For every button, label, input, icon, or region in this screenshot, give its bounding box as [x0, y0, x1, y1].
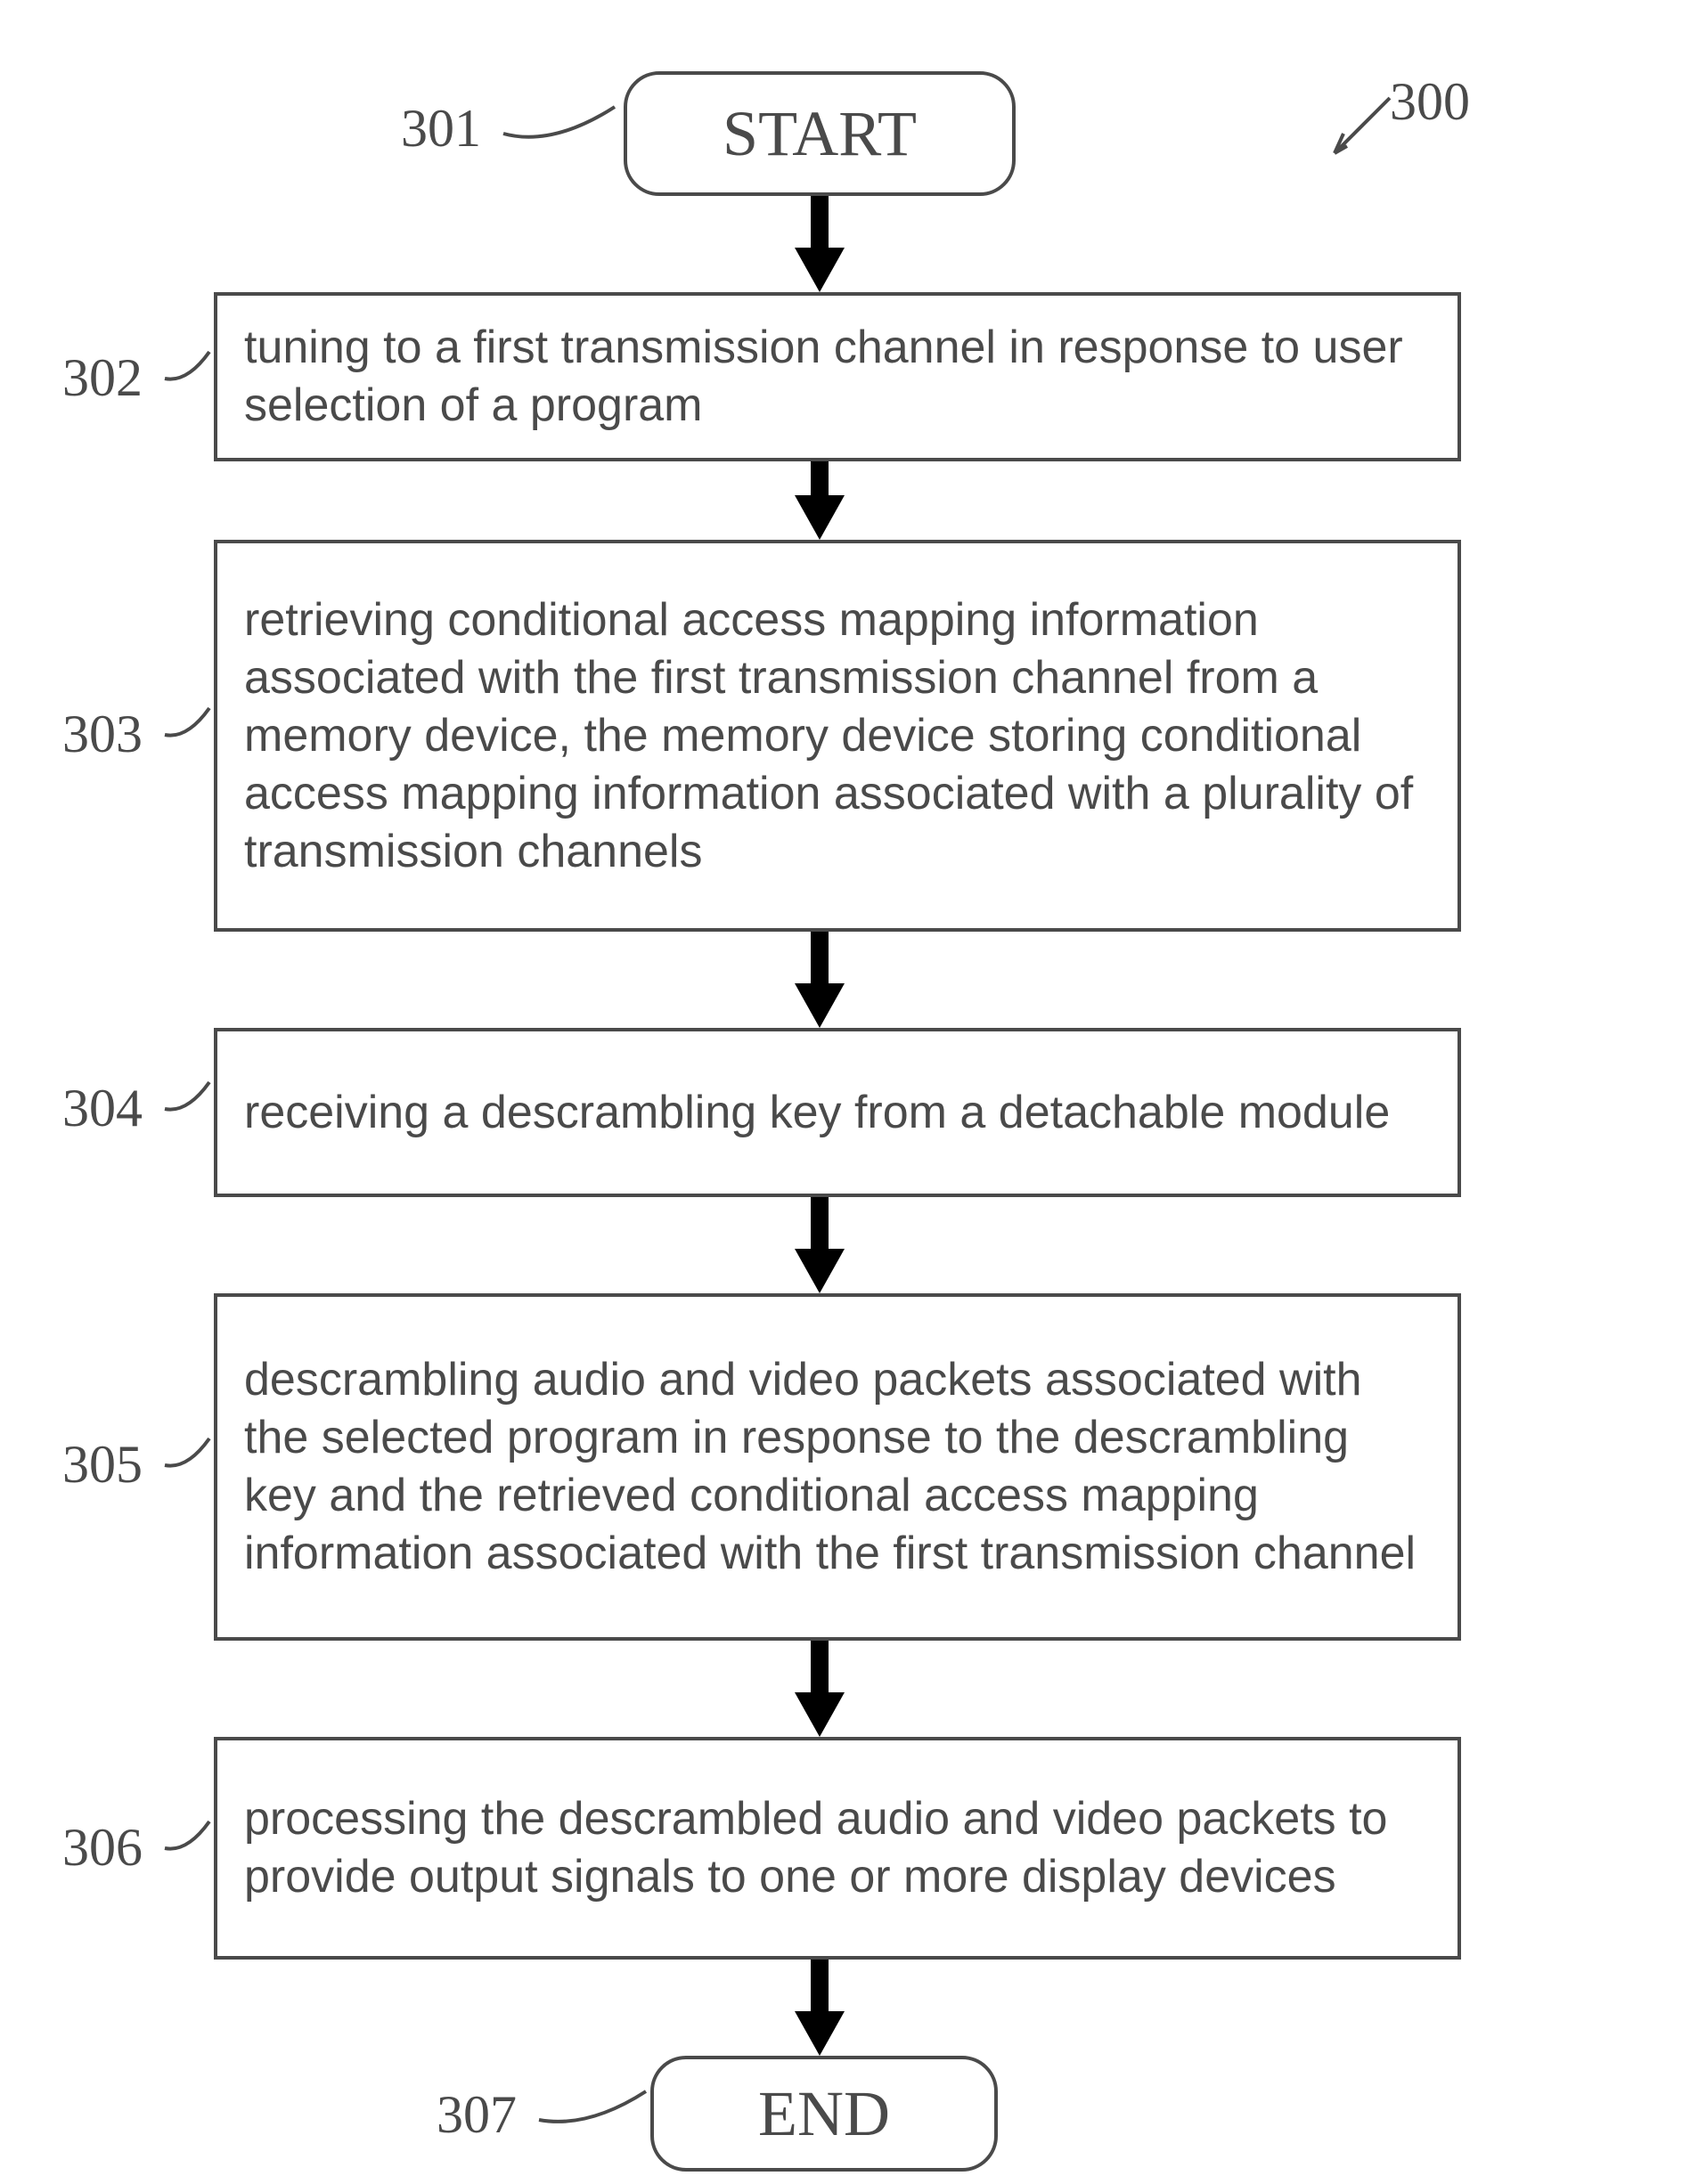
ref-304: 304	[62, 1078, 143, 1139]
arrow-5-head	[795, 1692, 845, 1737]
arrow-2-stem	[811, 461, 829, 497]
terminal-end-label: END	[758, 2077, 890, 2151]
step-303-text: retrieving conditional access mapping in…	[244, 591, 1431, 881]
step-305: descrambling audio and video packets ass…	[214, 1293, 1461, 1641]
arrow-1-stem	[811, 196, 829, 249]
step-304: receiving a descrambling key from a deta…	[214, 1028, 1461, 1197]
step-302-text: tuning to a first transmission channel i…	[244, 319, 1431, 435]
ref-305: 305	[62, 1434, 143, 1495]
arrow-3-head	[795, 983, 845, 1028]
arrow-3-stem	[811, 932, 829, 985]
ref-301: 301	[401, 98, 481, 159]
ref-303-leader	[160, 704, 214, 748]
flowchart-canvas: 300 START 301 tuning to a first transmis…	[0, 0, 1682, 2184]
ref-301-leader	[499, 98, 624, 151]
ref-304-leader	[160, 1078, 214, 1122]
terminal-start: START	[624, 71, 1016, 196]
ref-302: 302	[62, 347, 143, 409]
terminal-end: END	[650, 2056, 998, 2172]
arrow-5-stem	[811, 1641, 829, 1694]
ref-305-leader	[160, 1434, 214, 1479]
arrow-6-head	[795, 2011, 845, 2056]
ref-303: 303	[62, 704, 143, 765]
step-302: tuning to a first transmission channel i…	[214, 292, 1461, 461]
figure-ref-300-arrow	[1319, 89, 1399, 169]
arrow-6-stem	[811, 1960, 829, 2013]
ref-307-leader	[535, 2084, 650, 2138]
step-303: retrieving conditional access mapping in…	[214, 540, 1461, 932]
step-305-text: descrambling audio and video packets ass…	[244, 1351, 1431, 1583]
arrow-2-head	[795, 495, 845, 540]
ref-306-leader	[160, 1817, 214, 1862]
step-306: processing the descrambled audio and vid…	[214, 1737, 1461, 1960]
arrow-4-head	[795, 1249, 845, 1293]
ref-302-leader	[160, 347, 214, 392]
terminal-start-label: START	[723, 97, 917, 171]
step-304-text: receiving a descrambling key from a deta…	[244, 1084, 1390, 1142]
arrow-4-stem	[811, 1197, 829, 1251]
arrow-1-head	[795, 248, 845, 292]
ref-307: 307	[437, 2084, 517, 2146]
step-306-text: processing the descrambled audio and vid…	[244, 1790, 1431, 1906]
figure-ref-300: 300	[1390, 71, 1470, 133]
ref-306: 306	[62, 1817, 143, 1878]
